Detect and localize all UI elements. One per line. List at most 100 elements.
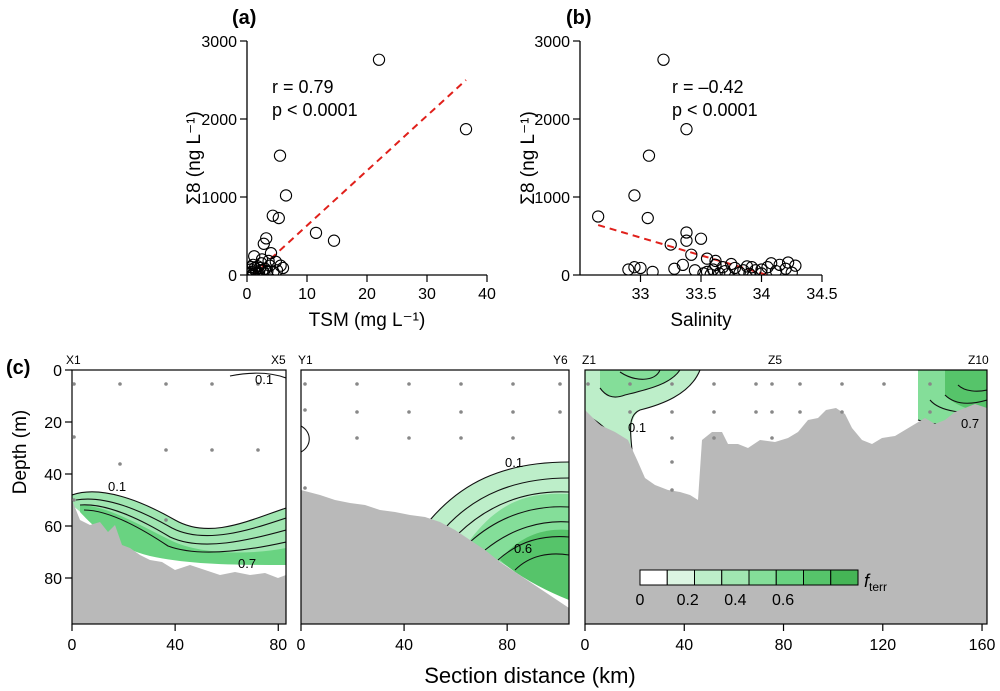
panel-a-label: (a) <box>232 7 256 29</box>
b-x-tick-label: 33 <box>632 286 650 303</box>
section-z-contour <box>944 394 987 404</box>
b-point <box>694 232 708 245</box>
section-y-end-name: Y6 <box>553 353 568 367</box>
station-dot <box>256 448 260 452</box>
section-x-contour <box>79 504 286 545</box>
b-point <box>781 256 795 269</box>
b-point <box>789 259 802 272</box>
b-point <box>680 122 693 136</box>
b-x-tick-label: 34.5 <box>806 286 837 303</box>
section-x-contour <box>72 491 286 529</box>
station-dot <box>670 410 674 414</box>
b-point <box>755 263 768 275</box>
station-dot <box>511 410 515 414</box>
station-dot <box>511 436 515 440</box>
station-dot <box>712 382 716 386</box>
station-dot <box>459 382 463 386</box>
section-y-x-ticks: 0 40 80 <box>297 624 516 654</box>
b-point <box>685 248 698 261</box>
a-x-tick-label: 10 <box>298 286 316 303</box>
station-dot <box>303 408 307 412</box>
b-point <box>676 258 689 272</box>
panel-b-x-label: Salinity <box>670 310 732 331</box>
section-y-contour-label: 0.1 <box>505 455 523 470</box>
station-dot <box>407 436 411 440</box>
station-dot <box>798 410 802 414</box>
b-point <box>700 265 714 275</box>
b-point <box>657 53 670 66</box>
section-x-contour <box>83 509 286 553</box>
section-y-contour <box>514 553 569 571</box>
station-dot <box>770 436 774 440</box>
b-point <box>642 149 656 162</box>
b-point <box>704 268 717 275</box>
cz-x-tick-label: 160 <box>969 637 996 654</box>
station-dot <box>628 410 632 414</box>
section-z-end-name: Z10 <box>968 353 989 367</box>
section-x-contour <box>229 372 286 379</box>
station-dot <box>164 382 168 386</box>
b-point <box>592 210 605 223</box>
station-dot <box>511 382 515 386</box>
b-point <box>749 264 762 275</box>
a-x-tick-label: 40 <box>478 286 496 303</box>
colorbar-tick-label: 0 <box>636 592 645 609</box>
a-point <box>263 259 276 272</box>
colorbar-tick-label: 0.6 <box>772 592 794 609</box>
panel-b-y-ticks: 0 1000 2000 3000 <box>534 34 580 285</box>
section-x-start-name: X1 <box>66 353 81 367</box>
a-x-tick-label: 0 <box>243 286 252 303</box>
b-x-tick-label: 33.5 <box>685 286 716 303</box>
colorbar-swatch <box>721 569 750 586</box>
b-point <box>628 261 641 274</box>
section-x-x-ticks: 0 40 80 <box>68 624 287 654</box>
station-dot <box>840 382 844 386</box>
b-point <box>709 258 722 272</box>
cx-x-tick-label: 80 <box>269 637 287 654</box>
panel-c-y-tick-label: 40 <box>44 467 62 484</box>
station-dot <box>210 382 214 386</box>
panel-a-y-label: Σ8 (ng L⁻¹) <box>184 111 205 205</box>
b-point <box>745 261 758 274</box>
b-y-tick-label: 3000 <box>534 34 570 51</box>
b-x-tick-label: 34 <box>753 286 771 303</box>
colorbar-label: fterr <box>864 571 887 594</box>
station-dot <box>407 382 411 386</box>
section-z-green-left-core <box>600 370 680 398</box>
a-point <box>327 234 341 247</box>
station-dot <box>840 410 844 414</box>
colorbar-swatch <box>803 569 832 586</box>
b-point <box>773 258 786 272</box>
panel-c-y-tick-label: 60 <box>44 519 62 536</box>
section-x-seabed <box>72 500 286 624</box>
section-y-contour <box>429 461 569 521</box>
station-dot <box>164 518 168 522</box>
a-point <box>272 211 285 225</box>
b-point <box>725 257 738 271</box>
cy-x-tick-label: 0 <box>297 637 306 654</box>
panel-c-y-tick-label: 0 <box>53 363 62 380</box>
panel-c-y-ticks: 0 20 40 60 80 <box>44 363 72 588</box>
station-dot <box>407 410 411 414</box>
section-z-x-ticks: 0 40 80 120 160 <box>581 624 996 654</box>
section-y-seabed <box>301 490 569 624</box>
panel-c-y-tick-label: 20 <box>44 415 62 432</box>
station-dot <box>355 410 359 414</box>
station-dot <box>303 382 307 386</box>
a-x-tick-label: 30 <box>418 286 436 303</box>
panel-b-p-stat: p < 0.0001 <box>672 100 758 120</box>
b-point <box>743 267 756 275</box>
station-dot <box>670 488 674 492</box>
b-point <box>646 265 659 275</box>
cy-x-tick-label: 40 <box>395 637 413 654</box>
station-dot <box>928 382 932 386</box>
colorbar-tick-label: 0.4 <box>724 592 746 609</box>
b-point <box>622 263 635 275</box>
section-y-contour <box>457 491 569 535</box>
b-point <box>664 238 677 251</box>
station-dot <box>256 382 260 386</box>
section-y: Y1 Y6 0.1 0.6 0 40 80 <box>297 353 570 654</box>
a-point <box>309 226 323 240</box>
section-y-stations <box>303 382 562 490</box>
